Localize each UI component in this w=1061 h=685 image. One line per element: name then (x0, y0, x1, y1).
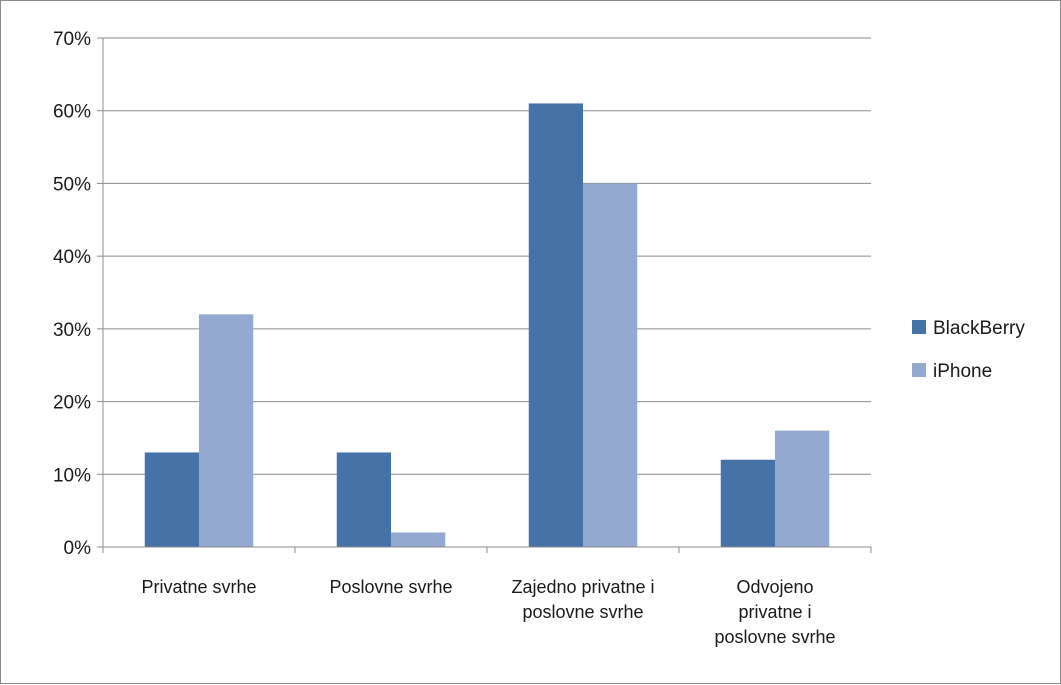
legend-label-iphone: iPhone (933, 361, 992, 382)
bar-iphone-3 (583, 183, 638, 547)
x-category-label: poslovne svrhe (522, 602, 643, 622)
y-tick-label: 50% (53, 174, 91, 195)
bar-blackberry-1 (144, 452, 199, 547)
y-tick-label: 0% (64, 538, 92, 559)
x-category-label: Zajedno privatne i (511, 577, 654, 597)
axes (97, 37, 872, 553)
x-category-label: poslovne svrhe (714, 627, 835, 647)
bar-iphone-2 (391, 532, 446, 547)
y-tick-label: 20% (53, 393, 91, 414)
legend-swatch-iphone (912, 363, 926, 377)
y-tick-labels: 0% 10% 20% 30% 40% 50% 60% 70% (53, 29, 91, 559)
y-tick-label: 40% (53, 247, 91, 268)
bars (144, 103, 830, 547)
bar-blackberry-2 (336, 452, 391, 547)
x-category-label: privatne i (738, 602, 811, 622)
y-tick-label: 10% (53, 465, 91, 486)
bar-iphone-1 (199, 314, 254, 547)
y-tick-label: 30% (53, 320, 91, 341)
bar-blackberry-3 (528, 103, 583, 547)
x-category-label: Odvojeno (736, 577, 813, 597)
legend-swatch-blackberry (912, 320, 926, 334)
y-tick-label: 60% (53, 102, 91, 123)
x-category-label: Poslovne svrhe (329, 577, 452, 597)
bar-iphone-4 (775, 430, 830, 547)
y-tick-label: 70% (53, 29, 91, 50)
legend-label-blackberry: BlackBerry (933, 318, 1025, 339)
bar-blackberry-4 (720, 459, 775, 547)
x-category-label: Privatne svrhe (141, 577, 256, 597)
legend: BlackBerry iPhone (912, 318, 1025, 382)
x-category-labels: Privatne svrhe Poslovne svrhe Zajedno priv… (141, 577, 835, 647)
